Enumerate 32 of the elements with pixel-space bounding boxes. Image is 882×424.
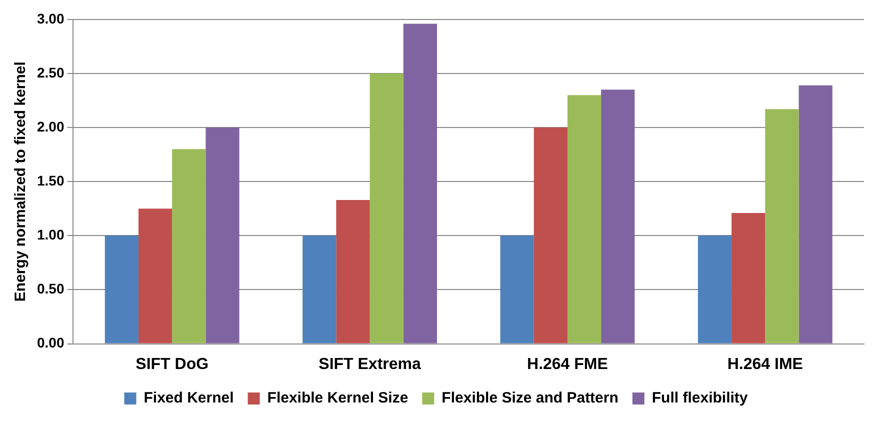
bar — [370, 73, 404, 344]
bar — [138, 208, 172, 344]
y-tick-label: 3.00 — [37, 10, 64, 26]
bar — [567, 95, 602, 344]
bar — [302, 236, 336, 344]
bar — [104, 236, 138, 344]
bar — [534, 128, 568, 344]
bar — [336, 200, 370, 344]
bar — [206, 128, 240, 344]
y-tick-label: 0.50 — [37, 280, 64, 297]
legend-label: Fixed Kernel — [144, 390, 234, 407]
legend-label: Flexible Kernel Size — [267, 390, 408, 407]
legend-label: Flexible Size and Pattern — [442, 390, 618, 407]
y-tick-label: 0.00 — [37, 334, 64, 351]
x-tick-label: SIFT DoG — [136, 356, 209, 373]
bar — [601, 90, 635, 344]
bar — [798, 85, 832, 344]
y-tick-label: 1.50 — [37, 172, 64, 188]
bar — [698, 236, 732, 344]
x-tick-label: H.264 IME — [727, 356, 804, 373]
bar — [765, 109, 799, 344]
x-tick-label: SIFT Extrema — [318, 356, 422, 373]
bar — [172, 149, 206, 344]
y-tick-label: 1.00 — [37, 226, 64, 243]
legend-label: Full flexibility — [652, 390, 748, 407]
bar — [403, 24, 437, 344]
bar — [732, 212, 766, 344]
y-tick-label: 2.50 — [37, 64, 64, 80]
x-tick-label: H.264 FME — [527, 356, 608, 373]
y-axis-title: Energy normalized to fixed kernel — [12, 62, 30, 302]
y-tick-label: 2.00 — [37, 118, 64, 134]
bar — [500, 236, 534, 344]
